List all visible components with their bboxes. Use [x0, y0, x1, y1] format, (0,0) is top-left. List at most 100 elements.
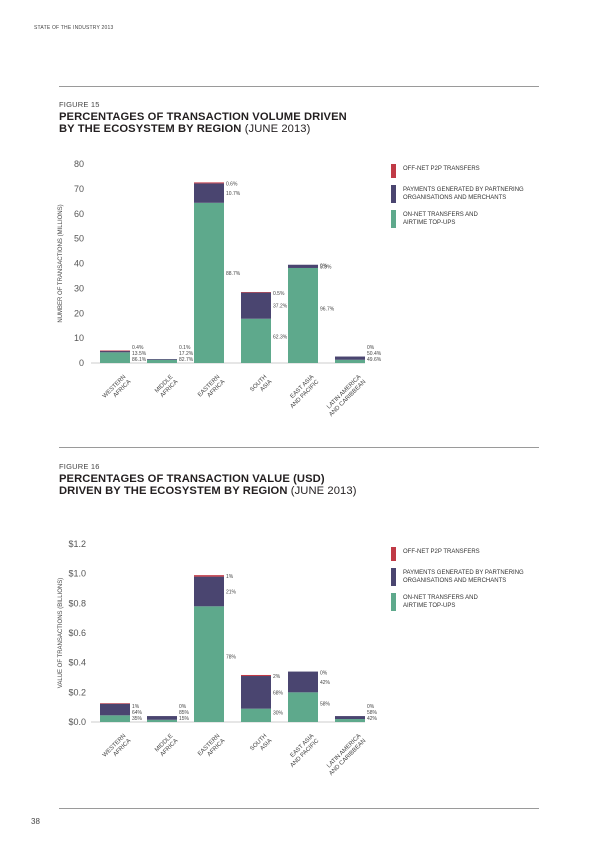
- data-label: 85%: [179, 710, 190, 716]
- data-label: 2%: [273, 674, 281, 680]
- bar-segment: [288, 671, 318, 693]
- y-tick-label: 10: [74, 333, 84, 343]
- bar-segment: [194, 202, 224, 363]
- y-tick-label: $0.8: [68, 598, 86, 608]
- data-label: 0.1%: [179, 345, 191, 351]
- section-rule-top: [59, 86, 539, 87]
- bar-segment: [147, 359, 177, 363]
- data-label: 86.1%: [132, 357, 147, 363]
- data-label: 96.7%: [320, 307, 335, 313]
- figure-16-title-line-2: DRIVEN BY THE ECOSYSTEM BY REGION (JUNE …: [59, 485, 357, 497]
- figure-16-title-bold: DRIVEN BY THE ECOSYSTEM BY REGION: [59, 485, 288, 497]
- data-label: 0.5%: [273, 291, 285, 297]
- page-number: 38: [31, 817, 40, 826]
- data-label: 0%: [367, 704, 375, 710]
- figure-16-title-line-1: PERCENTAGES OF TRANSACTION VALUE (USD): [59, 473, 325, 485]
- bar-segment: [147, 359, 177, 360]
- legend-label: ON-NET TRANSFERS AND: [403, 595, 478, 601]
- data-label: 62.3%: [273, 335, 288, 341]
- bar-segment: [241, 318, 271, 363]
- y-tick-label: 30: [74, 283, 84, 293]
- data-label: 0.4%: [132, 345, 144, 351]
- data-label: 78%: [226, 654, 237, 660]
- data-label: 42%: [367, 716, 378, 722]
- legend-swatch: [391, 568, 396, 586]
- figure-15-chart: 0 10 20 30 40 50 60 70 80 NUMBER OF TRANSACTIONS …: [58, 159, 524, 418]
- data-label: 42%: [320, 680, 331, 686]
- y-tick-label: $0.4: [68, 658, 86, 668]
- figure-15-title-date: (JUNE 2013): [244, 123, 311, 135]
- bar-segment: [100, 703, 130, 704]
- y-tick-label: 80: [74, 159, 84, 169]
- data-label: 37.2%: [273, 304, 288, 310]
- bar-segment: [288, 692, 318, 722]
- figure-16-label: FIGURE 16: [59, 462, 100, 471]
- bar-segment: [100, 352, 130, 363]
- figure-16-title: PERCENTAGES OF TRANSACTION VALUE (USD) D…: [59, 473, 357, 497]
- y-axis-label: NUMBER OF TRANSACTIONS (MILLIONS): [58, 204, 64, 322]
- bar-segment: [100, 715, 130, 722]
- y-tick-label: 70: [74, 184, 84, 194]
- data-label: 0%: [179, 704, 187, 710]
- bar-segment: [100, 350, 130, 352]
- section-rule-bottom: [59, 808, 539, 809]
- y-tick-label: $1.0: [68, 569, 86, 579]
- y-tick-label: $1.2: [68, 539, 86, 549]
- data-label: 0%: [367, 345, 375, 351]
- y-tick-label: 0: [79, 358, 84, 368]
- data-label: 1%: [132, 704, 140, 710]
- bar-segment: [241, 292, 271, 319]
- bar-segment: [147, 716, 177, 720]
- bar-segment: [335, 719, 365, 722]
- legend-label: ON-NET TRANSFERS AND: [403, 212, 478, 218]
- data-label: 88.7%: [226, 271, 241, 277]
- y-tick-label: 60: [74, 209, 84, 219]
- legend-swatch: [391, 210, 396, 228]
- section-rule-middle: [59, 447, 539, 448]
- data-label: 17.2%: [179, 351, 194, 357]
- data-label: 68%: [273, 690, 284, 696]
- y-tick-label: 50: [74, 234, 84, 244]
- legend-swatch: [391, 164, 396, 178]
- data-label: 10.7%: [226, 191, 241, 197]
- bar-segment: [241, 292, 271, 293]
- bar-segment: [194, 606, 224, 722]
- data-label: 0%: [320, 671, 328, 677]
- data-label: 50.4%: [367, 351, 382, 357]
- data-label: 13.5%: [132, 351, 147, 357]
- figure-15-title: PERCENTAGES OF TRANSACTION VOLUME DRIVEN…: [59, 111, 347, 135]
- bar-segment: [241, 676, 271, 709]
- running-header: STATE OF THE INDUSTRY 2013: [34, 25, 114, 31]
- data-label: 21%: [226, 589, 237, 595]
- legend-label: PAYMENTS GENERATED BY PARTNERING: [403, 570, 524, 576]
- figure-15-title-bold: BY THE ECOSYSTEM BY REGION: [59, 123, 242, 135]
- figure-16-title-date: (JUNE 2013): [290, 485, 357, 497]
- data-label: 82.7%: [179, 357, 194, 363]
- bar-segment: [335, 356, 365, 360]
- data-label: 15%: [179, 716, 190, 722]
- bar-segment: [194, 182, 224, 184]
- data-label: 0.6%: [226, 181, 238, 187]
- data-label: 3.3%: [320, 264, 332, 270]
- data-label: 64%: [132, 710, 143, 716]
- figure-15-title-line-2: BY THE ECOSYSTEM BY REGION (JUNE 2013): [59, 123, 347, 135]
- bar-segment: [335, 716, 365, 720]
- bar-segment: [100, 703, 130, 716]
- data-label: 49.6%: [367, 357, 382, 363]
- legend-label: ORGANISATIONS AND MERCHANTS: [403, 195, 506, 201]
- legend-label: AIRTIME TOP-UPS: [403, 603, 455, 609]
- bar-segment: [241, 674, 271, 677]
- figure-16-chart: $0.0 $0.2 $0.4 $0.6 $0.8 $1.0 $1.2 VALUE OF TRA…: [58, 539, 524, 777]
- figure-15-title-line-1: PERCENTAGES OF TRANSACTION VOLUME DRIVEN: [59, 111, 347, 123]
- data-label: 35%: [132, 716, 143, 722]
- legend-label: ORGANISATIONS AND MERCHANTS: [403, 578, 506, 584]
